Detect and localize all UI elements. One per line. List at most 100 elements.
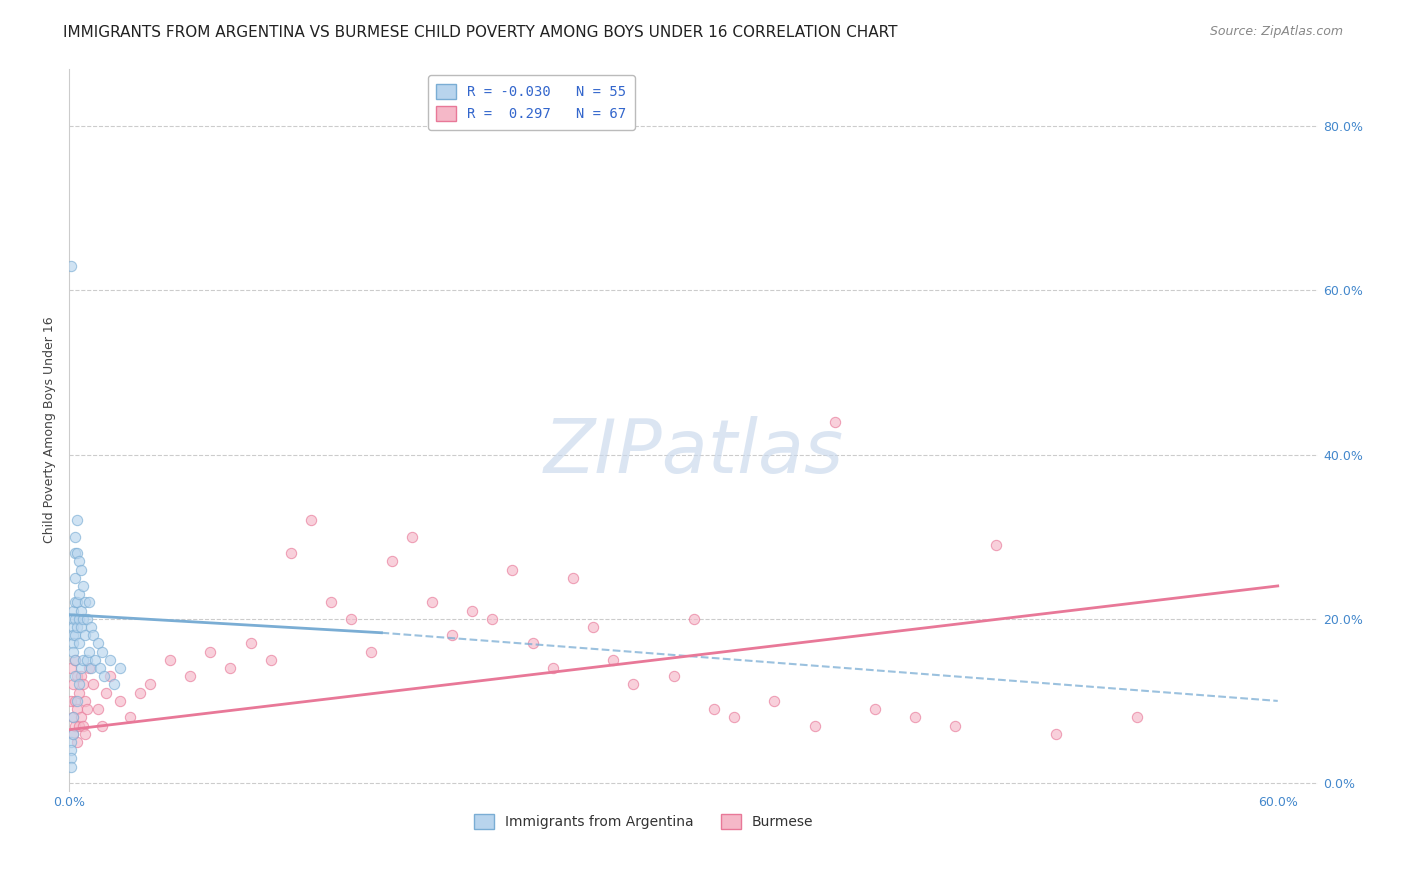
Point — [60, 259, 83, 273]
Point — [280, 546, 302, 560]
Point — [401, 530, 423, 544]
Point — [67, 612, 90, 626]
Point — [984, 538, 1007, 552]
Point — [103, 677, 125, 691]
Point — [79, 595, 101, 609]
Point — [72, 653, 94, 667]
Point — [90, 645, 112, 659]
Point — [93, 669, 115, 683]
Point — [72, 579, 94, 593]
Legend: Immigrants from Argentina, Burmese: Immigrants from Argentina, Burmese — [468, 808, 818, 835]
Point — [481, 612, 503, 626]
Point — [62, 636, 84, 650]
Point — [703, 702, 725, 716]
Point — [662, 669, 685, 683]
Point — [239, 636, 262, 650]
Point — [66, 694, 89, 708]
Point — [501, 562, 523, 576]
Point — [70, 562, 93, 576]
Point — [108, 694, 131, 708]
Text: IMMIGRANTS FROM ARGENTINA VS BURMESE CHILD POVERTY AMONG BOYS UNDER 16 CORRELATI: IMMIGRANTS FROM ARGENTINA VS BURMESE CHI… — [63, 25, 898, 40]
Point — [79, 661, 101, 675]
Point — [76, 612, 98, 626]
Point — [89, 661, 111, 675]
Point — [90, 718, 112, 732]
Point — [1126, 710, 1149, 724]
Point — [62, 628, 84, 642]
Point — [72, 718, 94, 732]
Point — [86, 702, 108, 716]
Point — [86, 636, 108, 650]
Point — [82, 628, 104, 642]
Point — [62, 710, 84, 724]
Point — [60, 694, 83, 708]
Point — [75, 694, 97, 708]
Point — [75, 727, 97, 741]
Point — [60, 759, 83, 773]
Point — [62, 677, 84, 691]
Point — [65, 595, 87, 609]
Text: ZIPatlas: ZIPatlas — [544, 416, 844, 488]
Point — [904, 710, 927, 724]
Point — [65, 653, 87, 667]
Point — [60, 743, 83, 757]
Point — [461, 604, 484, 618]
Point — [79, 645, 101, 659]
Point — [82, 677, 104, 691]
Point — [863, 702, 886, 716]
Point — [62, 612, 84, 626]
Point — [70, 661, 93, 675]
Point — [66, 620, 89, 634]
Point — [321, 595, 343, 609]
Point — [340, 612, 363, 626]
Point — [67, 636, 90, 650]
Point — [60, 751, 83, 765]
Point — [299, 513, 322, 527]
Point — [159, 653, 181, 667]
Point — [98, 669, 121, 683]
Point — [60, 735, 83, 749]
Y-axis label: Child Poverty Among Boys Under 16: Child Poverty Among Boys Under 16 — [44, 317, 56, 543]
Point — [65, 530, 87, 544]
Point — [65, 694, 87, 708]
Point — [62, 645, 84, 659]
Text: Source: ZipAtlas.com: Source: ZipAtlas.com — [1209, 25, 1343, 38]
Point — [62, 604, 84, 618]
Point — [75, 628, 97, 642]
Point — [200, 645, 222, 659]
Point — [945, 718, 967, 732]
Point — [84, 653, 107, 667]
Point — [60, 661, 83, 675]
Point — [541, 661, 564, 675]
Point — [67, 554, 90, 568]
Point — [67, 677, 90, 691]
Point — [260, 653, 283, 667]
Point — [602, 653, 624, 667]
Point — [62, 620, 84, 634]
Point — [803, 718, 825, 732]
Point — [70, 669, 93, 683]
Point — [67, 718, 90, 732]
Point — [66, 513, 89, 527]
Point — [70, 604, 93, 618]
Point — [94, 686, 117, 700]
Point — [139, 677, 162, 691]
Point — [360, 645, 382, 659]
Point — [108, 661, 131, 675]
Point — [179, 669, 201, 683]
Point — [72, 612, 94, 626]
Point — [621, 677, 644, 691]
Point — [380, 554, 402, 568]
Point — [682, 612, 704, 626]
Point — [723, 710, 745, 724]
Point — [66, 702, 89, 716]
Point — [128, 686, 150, 700]
Point — [420, 595, 443, 609]
Point — [62, 727, 84, 741]
Point — [62, 710, 84, 724]
Point — [763, 694, 786, 708]
Point — [70, 620, 93, 634]
Point — [65, 571, 87, 585]
Point — [98, 653, 121, 667]
Point — [66, 546, 89, 560]
